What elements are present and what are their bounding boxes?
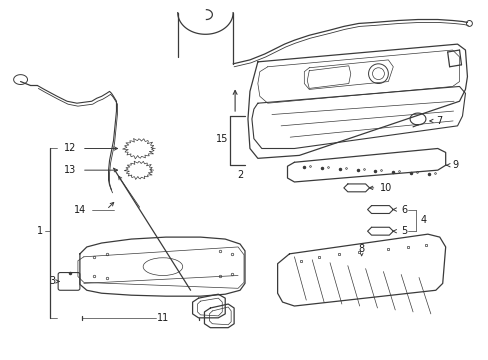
Text: 11: 11: [157, 313, 169, 323]
Text: 5: 5: [400, 226, 407, 236]
Text: 9: 9: [451, 160, 458, 170]
Text: 8: 8: [358, 244, 364, 254]
Text: 3: 3: [49, 276, 55, 287]
Text: 1: 1: [37, 226, 43, 236]
Text: 6: 6: [400, 204, 407, 215]
Text: 10: 10: [380, 183, 392, 193]
Text: 15: 15: [216, 134, 228, 144]
Text: 2: 2: [237, 170, 243, 180]
Text: 4: 4: [420, 215, 426, 225]
Text: 12: 12: [64, 144, 76, 153]
Text: 14: 14: [74, 204, 86, 215]
Text: 13: 13: [64, 165, 76, 175]
Text: 7: 7: [436, 116, 442, 126]
